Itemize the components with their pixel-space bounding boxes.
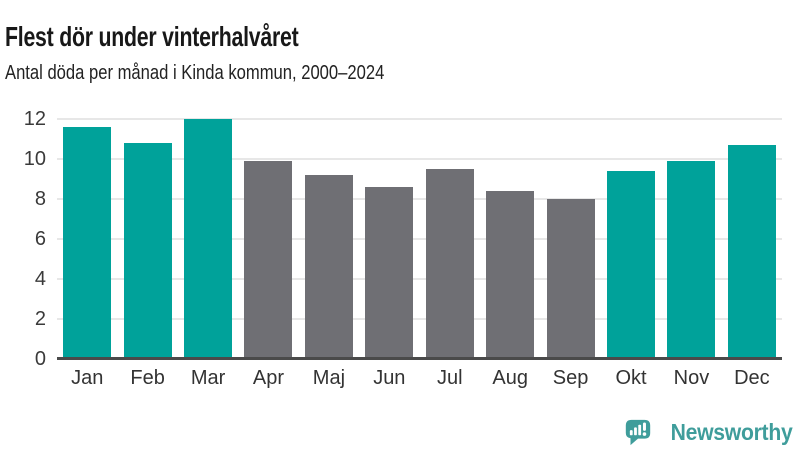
bar-slot [57,119,117,359]
y-tick-label: 10 [23,148,46,170]
bar-jun [365,187,414,359]
brand-name: Newsworthy [670,418,792,445]
x-tick-label: Maj [312,367,346,389]
gridline [57,198,782,200]
gridline [57,238,782,240]
bar-dec [727,145,776,359]
bar-aug [486,191,535,359]
bar-okt [607,171,655,359]
newsworthy-speech-bubble-icon [625,419,650,446]
x-tick-label: Aug [492,367,528,389]
bars [57,119,782,359]
y-tick-label: 0 [34,348,46,370]
bar-slot [661,119,721,359]
x-tick-label: Jul [436,367,463,389]
bar-slot [480,119,540,359]
gridline [57,278,782,280]
bar-slot [420,119,480,359]
y-tick-label: 2 [34,308,46,330]
x-tick-label: Feb [130,367,165,389]
gridline [57,318,782,320]
bar-chart: 0 2 4 6 8 10 12 Jan Feb Mar Apr Maj Jun Jul Aug Sep Okt… [0,108,782,390]
y-tick-label: 6 [34,228,46,250]
page-subtitle: Antal döda per månad i Kinda kommun, 200… [5,62,385,84]
bar-nov [667,161,716,359]
x-tick-label: Jan [71,367,104,389]
x-axis-line [57,357,782,360]
bar-feb [123,143,172,359]
bar-apr [244,161,293,359]
x-tick-label: Okt [615,367,647,389]
bar-slot [117,119,177,359]
page-title: Flest dör under vinterhalvåret [5,20,299,52]
newsworthy-logo: Newsworthy [623,417,792,447]
bar-slot [722,119,782,359]
y-axis-labels: 0 2 4 6 8 10 12 [0,108,46,370]
bar-slot [178,119,238,359]
x-tick-label: Mar [190,367,226,389]
x-tick-label: Sep [552,367,589,389]
bar-mar [184,119,233,359]
bar-slot [601,119,661,359]
gridline [57,118,782,120]
y-tick-label: 4 [34,268,46,290]
bar-jan [63,127,112,359]
bar-slot [238,119,298,359]
x-axis-labels: Jan Feb Mar Apr Maj Jun Jul Aug Sep Okt Nov Dec [57,367,782,390]
bar-maj [304,175,353,359]
bar-sep [546,199,595,359]
bar-slot [359,119,419,359]
y-tick-label: 8 [34,188,46,210]
x-tick-label: Jun [373,367,406,389]
y-tick-label: 12 [23,108,46,130]
x-tick-label: Apr [252,367,285,389]
gridline [57,158,782,160]
x-tick-label: Dec [734,367,770,389]
plot-area [57,118,782,360]
bar-jul [425,169,474,359]
bar-slot [540,119,600,359]
bar-slot [299,119,359,359]
x-tick-label: Nov [673,367,710,389]
